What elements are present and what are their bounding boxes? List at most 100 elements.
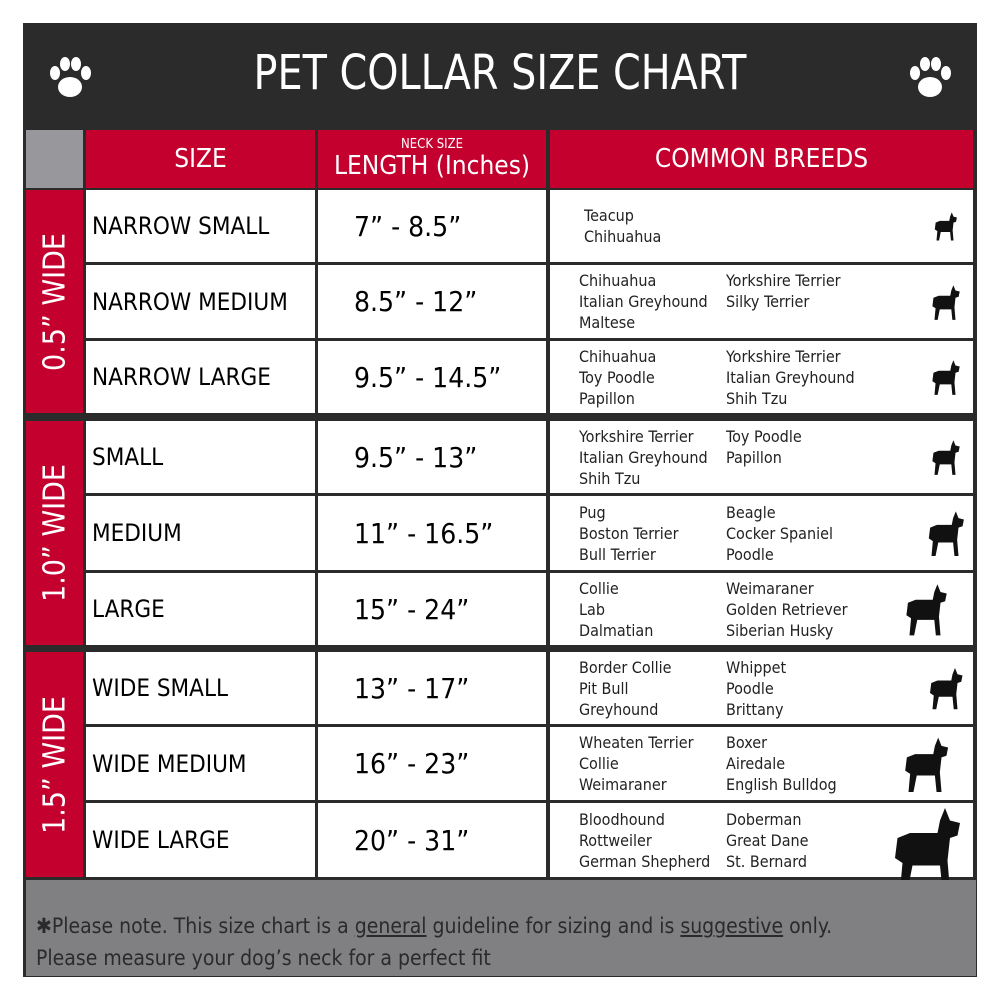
breed-name: Greyhound (579, 699, 659, 719)
width-band-label: 0.5” WIDE (37, 232, 72, 371)
breed-name: Rottweiler (579, 830, 652, 850)
length-value: 16” - 23” (354, 747, 470, 780)
page-title: PET COLLAR SIZE CHART (253, 45, 747, 101)
breeds-column-1: Collie Lab Dalmatian (579, 578, 653, 641)
breeds-column-1: Chihuahua Italian Greyhound Maltese (579, 270, 708, 333)
length-cell: 9.5” - 13” (318, 421, 546, 493)
breeds-column-2: Toy Poodle Papillon (726, 426, 802, 468)
breed-name: Pug (579, 502, 606, 522)
breed-name: Brittany (726, 699, 784, 719)
size-label: NARROW LARGE (92, 363, 271, 391)
size-cell: NARROW LARGE (86, 341, 315, 413)
note-text: only. (783, 914, 833, 938)
breed-name: Italian Greyhound (579, 447, 708, 467)
size-cell: WIDE LARGE (86, 803, 315, 877)
breed-name: Chihuahua (584, 227, 662, 246)
breed-name: Weimaraner (726, 578, 814, 598)
breed-name: Teacup (584, 206, 634, 225)
size-cell: NARROW MEDIUM (86, 265, 315, 338)
size-label: WIDE MEDIUM (92, 749, 247, 778)
breeds-column-2: Weimaraner Golden Retriever Siberian Husky (726, 578, 848, 641)
breed-name: Weimaraner (579, 775, 667, 794)
size-cell: WIDE MEDIUM (86, 727, 315, 800)
breed-name: Papillon (726, 447, 782, 467)
breed-name: Yorkshire Terrier (726, 346, 841, 366)
breeds-cell: Wheaten Terrier Collie Weimaraner Boxer Aire… (550, 727, 973, 800)
breed-name: Cocker Spaniel (726, 523, 833, 543)
width-band-label: 1.0” WIDE (37, 464, 72, 602)
size-label: NARROW SMALL (92, 212, 270, 240)
size-label: MEDIUM (92, 519, 182, 547)
title-bar: PET COLLAR SIZE CHART (23, 23, 977, 127)
width-band-label: 1.5” WIDE (37, 695, 72, 834)
length-value: 13” - 17” (354, 671, 470, 705)
breed-name: Chihuahua (579, 346, 657, 366)
breeds-cell: Collie Lab Dalmatian Weimaraner Golden Retri… (550, 573, 973, 645)
width-band: 1.5” WIDE (26, 652, 83, 877)
breed-name: Whippet (726, 657, 787, 677)
length-value: 8.5” - 12” (354, 285, 478, 318)
dog-silhouette-icon (932, 284, 960, 320)
breeds-cell: Yorkshire Terrier Italian Greyhound Shih T… (550, 421, 973, 493)
breed-name: Silky Terrier (726, 292, 810, 311)
breed-name: Maltese (579, 313, 636, 332)
breed-name: Doberman (726, 809, 802, 829)
length-value: 15” - 24” (354, 592, 470, 626)
breed-name: Bull Terrier (579, 544, 656, 564)
footer-line-1: ✱Please note. This size chart is a gener… (36, 910, 976, 942)
dog-silhouette-icon (906, 584, 947, 636)
breed-name: Airedale (726, 754, 786, 773)
length-value: 9.5” - 14.5” (354, 360, 502, 394)
breed-name: German Shepherd (579, 851, 711, 871)
breeds-cell: Chihuahua Italian Greyhound Maltese Yorkshi… (550, 265, 973, 338)
length-cell: 9.5” - 14.5” (318, 341, 546, 413)
footer-note: ✱Please note. This size chart is a gener… (26, 880, 976, 976)
breeds-column-1: Bloodhound Rottweiler German Shepherd (579, 809, 710, 872)
breed-name: Poodle (726, 544, 774, 564)
breeds-column-1: Chihuahua Toy Poodle Papillon (579, 346, 656, 409)
breeds-column-1: Teacup Chihuahua (584, 205, 661, 247)
breed-name: Toy Poodle (579, 367, 655, 387)
length-value: 7” - 8.5” (354, 209, 462, 243)
breed-name: Pit Bull (579, 678, 629, 698)
breed-name: Golden Retriever (726, 599, 848, 619)
breed-name: Toy Poodle (726, 426, 802, 446)
breeds-cell: Pug Boston Terrier Bull Terrier Beagle Cocke… (550, 496, 973, 570)
size-cell: MEDIUM (86, 496, 315, 570)
breed-name: Italian Greyhound (579, 292, 708, 311)
breed-name: St. Bernard (726, 851, 808, 871)
breeds-cell: Border Collie Pit Bull Greyhound Whippet Poo… (550, 652, 973, 724)
breeds-column-2: Beagle Cocker Spaniel Poodle (726, 502, 833, 565)
note-text: guideline for sizing and is (426, 914, 681, 938)
length-cell: 13” - 17” (318, 652, 546, 724)
breeds-column-2: Yorkshire Terrier Silky Terrier (726, 270, 841, 312)
dog-silhouette-icon (932, 440, 960, 475)
breed-name: Chihuahua (579, 271, 657, 290)
size-label: NARROW MEDIUM (92, 287, 288, 316)
breed-name: Boxer (726, 733, 767, 752)
breed-name: Collie (579, 754, 619, 773)
note-emphasis-suggestive: suggestive (680, 914, 784, 938)
header-length-label: LENGTH (Inches) (333, 151, 531, 181)
breeds-column-1: Pug Boston Terrier Bull Terrier (579, 502, 679, 565)
size-cell: SMALL (86, 421, 315, 493)
breed-name: Dalmatian (579, 620, 654, 640)
breeds-column-1: Wheaten Terrier Collie Weimaraner (579, 732, 693, 795)
dog-silhouette-icon (928, 511, 964, 556)
dog-silhouette-icon (932, 360, 960, 395)
dog-silhouette-icon (934, 212, 957, 241)
breed-name: Boston Terrier (579, 523, 679, 543)
breeds-cell: Teacup Chihuahua (550, 190, 973, 262)
length-cell: 8.5” - 12” (318, 265, 546, 338)
dog-silhouette-icon (905, 737, 949, 792)
breed-name: Shih Tzu (579, 468, 641, 488)
dog-silhouette-icon (930, 668, 963, 710)
note-emphasis-general: general (354, 914, 427, 938)
length-cell: 20” - 31” (318, 803, 546, 877)
width-band: 0.5” WIDE (26, 190, 83, 413)
header-neck-size-label: NECK SIZE (401, 137, 463, 152)
breed-name: Border Collie (579, 657, 672, 677)
breed-name: Poodle (726, 678, 774, 698)
breed-name: Collie (579, 578, 619, 598)
size-cell: LARGE (86, 573, 315, 645)
